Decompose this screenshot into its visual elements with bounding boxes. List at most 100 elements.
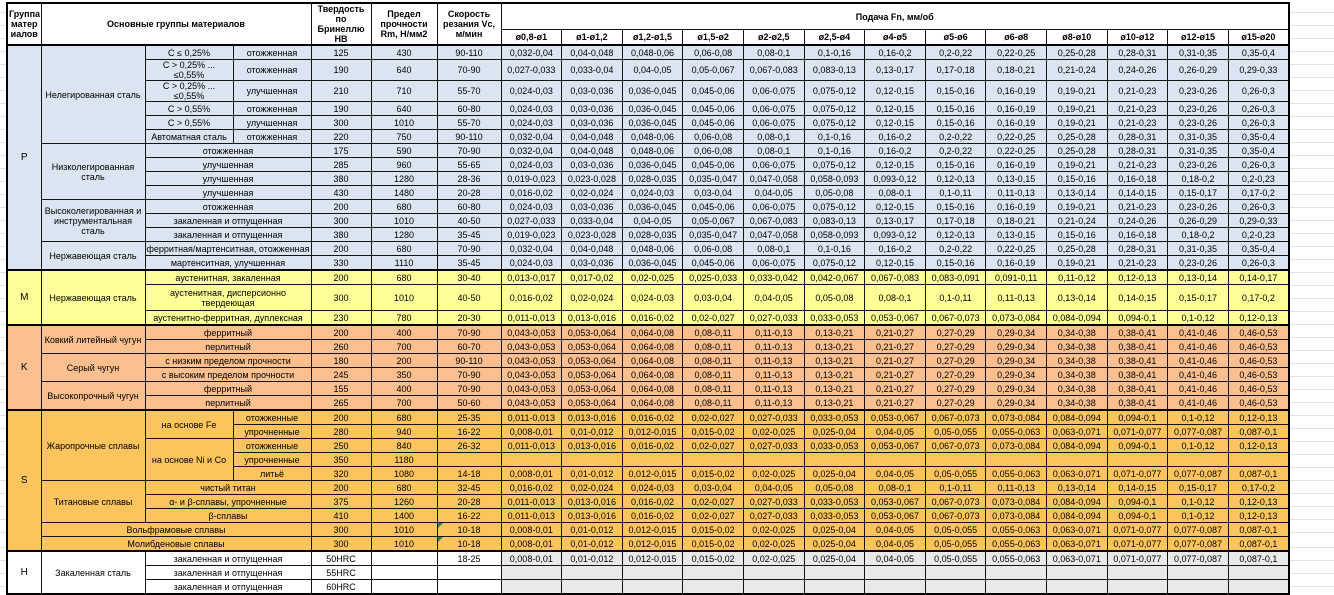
- feed-cell[interactable]: [682, 452, 744, 467]
- feed-cell[interactable]: 0,29-0,34: [985, 381, 1047, 396]
- feed-cell[interactable]: 0,075-0,12: [803, 115, 866, 130]
- feed-cell[interactable]: 0,11-0,13: [742, 353, 805, 368]
- vc-cell[interactable]: 55-70: [436, 80, 502, 102]
- feed-cell[interactable]: 0,073-0,084: [985, 494, 1047, 509]
- feed-cell[interactable]: 0,06-0,08: [682, 143, 744, 158]
- group-letter[interactable]: K: [6, 324, 42, 411]
- feed-cell[interactable]: 0,17-0,2: [1227, 284, 1290, 311]
- feed-cell[interactable]: 0,05-0,055: [924, 550, 987, 566]
- header-feed-d2[interactable]: ø1-ø1,2: [561, 29, 623, 46]
- feed-cell[interactable]: 0,053-0,064: [561, 339, 623, 354]
- feed-cell[interactable]: 0,013-0,016: [561, 438, 623, 453]
- feed-cell[interactable]: 0,094-0,1: [1106, 409, 1169, 425]
- feed-cell[interactable]: 0,21-0,23: [1106, 199, 1169, 214]
- feed-cell[interactable]: 0,067-0,073: [924, 508, 987, 523]
- feed-cell[interactable]: 0,21-0,27: [864, 395, 926, 411]
- feed-cell[interactable]: 0,075-0,12: [803, 255, 866, 271]
- feed-cell[interactable]: 0,38-0,41: [1106, 381, 1169, 396]
- hb-cell[interactable]: 200: [310, 241, 372, 256]
- rm-cell[interactable]: 700: [370, 339, 438, 354]
- feed-cell[interactable]: 0,12-0,13: [1106, 269, 1169, 285]
- feed-cell[interactable]: 0,2-0,22: [924, 44, 987, 60]
- rm-cell[interactable]: 940: [370, 424, 438, 439]
- feed-cell[interactable]: 0,27-0,29: [924, 339, 987, 354]
- feed-cell[interactable]: 0,012-0,015: [621, 466, 684, 481]
- feed-cell[interactable]: 0,024-0,03: [621, 284, 684, 311]
- feed-cell[interactable]: 0,15-0,17: [1167, 480, 1229, 495]
- feed-cell[interactable]: 0,08-0,1: [742, 129, 805, 144]
- feed-cell[interactable]: 0,016-0,02: [500, 185, 563, 200]
- header-vc-col[interactable]: Скорость резания Vc, м/мин: [436, 2, 502, 46]
- feed-cell[interactable]: 0,13-0,21: [803, 367, 866, 382]
- feed-cell[interactable]: 0,094-0,1: [1106, 494, 1169, 509]
- feed-cell[interactable]: 0,064-0,08: [621, 353, 684, 368]
- feed-cell[interactable]: 0,075-0,12: [803, 80, 866, 102]
- material-cell[interactable]: отожженные: [232, 438, 312, 453]
- rm-cell[interactable]: 1280: [370, 227, 438, 242]
- feed-cell[interactable]: 0,016-0,02: [621, 438, 684, 453]
- feed-cell[interactable]: 0,023-0,028: [561, 171, 623, 186]
- rm-cell[interactable]: 350: [370, 367, 438, 382]
- feed-cell[interactable]: 0,34-0,38: [1046, 367, 1108, 382]
- feed-cell[interactable]: 0,02-0,027: [682, 409, 744, 425]
- feed-cell[interactable]: 0,033-0,042: [742, 269, 805, 285]
- feed-cell[interactable]: 0,077-0,087: [1167, 466, 1229, 481]
- rm-cell[interactable]: 400: [370, 324, 438, 340]
- feed-cell[interactable]: 0,11-0,13: [742, 339, 805, 354]
- feed-cell[interactable]: 0,21-0,23: [1106, 157, 1169, 172]
- feed-cell[interactable]: 0,032-0,04: [500, 44, 563, 60]
- feed-cell[interactable]: 0,024-0,03: [500, 80, 563, 102]
- feed-cell[interactable]: 0,045-0,06: [682, 80, 744, 102]
- material-cell[interactable]: закаленная и отпущенная: [144, 579, 312, 595]
- feed-cell[interactable]: 0,048-0,06: [621, 143, 684, 158]
- vc-cell[interactable]: 70-90: [436, 143, 502, 158]
- feed-cell[interactable]: 0,46-0,53: [1227, 339, 1290, 354]
- feed-cell[interactable]: 0,094-0,1: [1106, 438, 1169, 453]
- feed-cell[interactable]: 0,04-0,05: [742, 284, 805, 311]
- header-hb-col[interactable]: Твердость по Бринеллю HB: [310, 2, 372, 46]
- hb-cell[interactable]: 245: [310, 367, 372, 382]
- feed-cell[interactable]: 0,24-0,26: [1106, 213, 1169, 228]
- feed-cell[interactable]: 0,12-0,15: [864, 101, 926, 116]
- feed-cell[interactable]: [500, 579, 563, 595]
- rm-cell[interactable]: 1110: [370, 255, 438, 271]
- feed-cell[interactable]: 0,31-0,35: [1167, 241, 1229, 256]
- feed-cell[interactable]: 0,025-0,04: [803, 424, 866, 439]
- feed-cell[interactable]: 0,027-0,033: [500, 59, 563, 81]
- feed-cell[interactable]: 0,05-0,08: [803, 480, 866, 495]
- feed-cell[interactable]: [1046, 452, 1108, 467]
- feed-cell[interactable]: [621, 579, 684, 595]
- hb-cell[interactable]: 265: [310, 395, 372, 411]
- feed-cell[interactable]: 0,064-0,08: [621, 381, 684, 396]
- feed-cell[interactable]: 0,16-0,18: [1106, 227, 1169, 242]
- feed-cell[interactable]: 0,27-0,29: [924, 353, 987, 368]
- vc-cell[interactable]: 28-36: [436, 171, 502, 186]
- feed-cell[interactable]: 0,14-0,17: [1227, 269, 1290, 285]
- feed-cell[interactable]: [742, 565, 805, 580]
- material-cell[interactable]: перлитный: [144, 339, 312, 354]
- feed-cell[interactable]: 0,12-0,15: [864, 199, 926, 214]
- feed-cell[interactable]: 0,17-0,18: [924, 59, 987, 81]
- feed-cell[interactable]: 0,23-0,26: [1167, 115, 1229, 130]
- hb-cell[interactable]: 320: [310, 466, 372, 481]
- feed-cell[interactable]: 0,075-0,12: [803, 157, 866, 172]
- feed-cell[interactable]: 0,19-0,21: [1046, 157, 1108, 172]
- rm-cell[interactable]: [370, 565, 438, 580]
- feed-cell[interactable]: 0,025-0,04: [803, 466, 866, 481]
- feed-cell[interactable]: 0,033-0,053: [803, 438, 866, 453]
- feed-cell[interactable]: 0,15-0,16: [924, 115, 987, 130]
- feed-cell[interactable]: [742, 452, 805, 467]
- feed-cell[interactable]: 0,2-0,22: [924, 129, 987, 144]
- feed-cell[interactable]: 0,01-0,012: [561, 522, 623, 537]
- rm-cell[interactable]: 590: [370, 143, 438, 158]
- feed-cell[interactable]: 0,073-0,084: [985, 438, 1047, 453]
- feed-cell[interactable]: [1167, 565, 1229, 580]
- feed-cell[interactable]: 0,29-0,34: [985, 353, 1047, 368]
- feed-cell[interactable]: 0,083-0,13: [803, 213, 866, 228]
- feed-cell[interactable]: 0,025-0,04: [803, 522, 866, 537]
- feed-cell[interactable]: [1106, 565, 1169, 580]
- feed-cell[interactable]: 0,12-0,13: [924, 171, 987, 186]
- feed-cell[interactable]: 0,087-0,1: [1227, 550, 1290, 566]
- rm-cell[interactable]: 200: [370, 353, 438, 368]
- feed-cell[interactable]: 0,036-0,045: [621, 157, 684, 172]
